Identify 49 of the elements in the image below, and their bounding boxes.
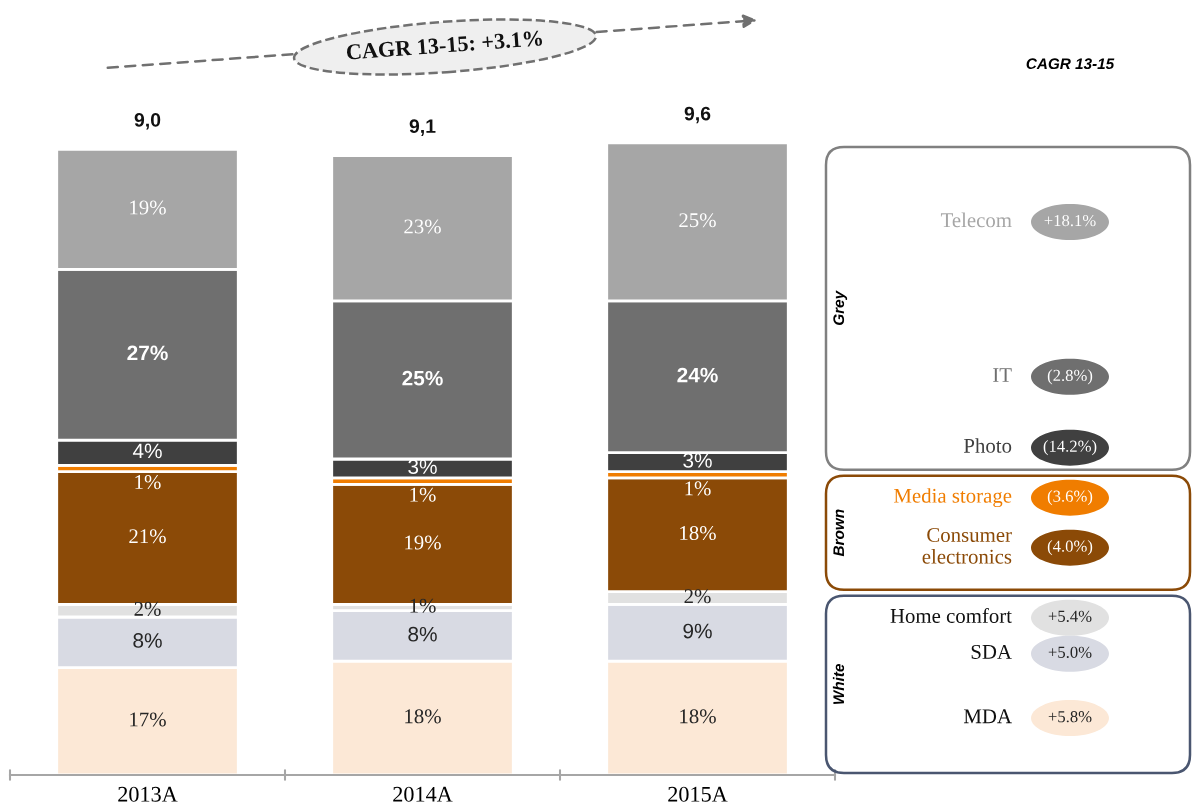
annotation: Brown	[833, 509, 845, 557]
data-label: 19%	[130, 200, 166, 215]
data-label: 21%	[129, 529, 166, 544]
x-tick-label: 2013A	[118, 786, 178, 802]
text: (14.2%)	[1043, 440, 1097, 456]
legend-label: Consumer electronics	[922, 527, 1012, 564]
text: CAGR 13-15: +3.1%	[346, 30, 543, 60]
data-label: 2%	[684, 589, 711, 604]
data-label: 9%	[683, 623, 712, 639]
data-label: 25%	[402, 370, 443, 386]
legend-label: MDA	[963, 709, 1012, 724]
data-label: 17%	[130, 712, 166, 727]
text: +5.8%	[1048, 711, 1092, 723]
data-label: 2%	[134, 601, 161, 616]
legend-label: Photo	[963, 438, 1012, 453]
annotation: 9,0	[134, 112, 161, 130]
text: (3.6%)	[1047, 490, 1093, 506]
x-tick-label: 2015A	[668, 786, 728, 802]
x-tick-label: 2014A	[393, 786, 453, 802]
data-label: 19%	[405, 535, 441, 550]
data-label: 1%	[410, 487, 436, 502]
data-label: 3%	[408, 459, 437, 475]
data-label: 18%	[680, 709, 716, 724]
data-label: 8%	[408, 626, 437, 642]
annotation: White	[832, 663, 845, 705]
data-label: 1%	[685, 481, 711, 496]
data-label: 24%	[677, 367, 718, 383]
annotation: 9,6	[684, 106, 711, 124]
data-label: 4%	[132, 443, 162, 459]
legend-title: CAGR 13-15	[1026, 58, 1115, 70]
text: +5.4%	[1048, 610, 1092, 622]
text: (4.0%)	[1047, 540, 1093, 556]
annotation: Grey	[833, 290, 848, 325]
data-label: 18%	[405, 709, 441, 724]
data-label: 25%	[679, 213, 716, 228]
legend-label: Media storage	[894, 488, 1012, 508]
text: (2.8%)	[1047, 369, 1093, 385]
data-label: 8%	[133, 633, 162, 648]
legend-label: Home comfort	[890, 608, 1012, 623]
legend-label: Telecom	[940, 212, 1012, 228]
text: +5.0%	[1048, 646, 1092, 658]
data-label: 23%	[404, 219, 441, 234]
text: +18.1%	[1044, 214, 1096, 227]
data-label: 1%	[135, 475, 161, 490]
data-label: 27%	[127, 345, 168, 361]
legend-label: SDA	[971, 644, 1012, 659]
annotation: 9,1	[409, 119, 436, 136]
legend-label: IT	[993, 368, 1012, 382]
data-label: 18%	[680, 525, 716, 541]
